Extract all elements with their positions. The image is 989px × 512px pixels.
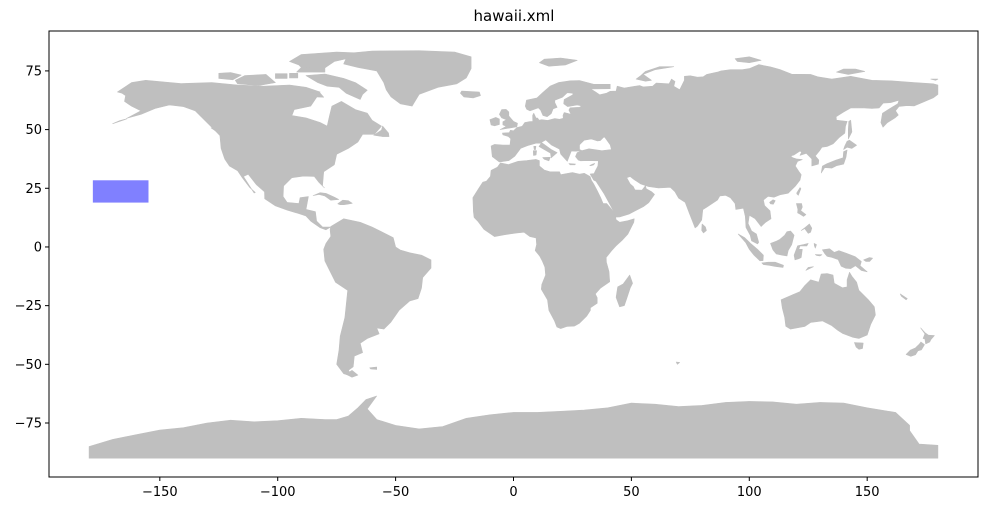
y-tick-label: 75 <box>25 64 42 79</box>
y-tick-label: 50 <box>25 123 42 138</box>
land-wrangel-island <box>930 78 939 81</box>
land-japan <box>820 149 848 174</box>
y-tick-label: −75 <box>15 417 42 432</box>
land-halmahera <box>813 243 817 249</box>
land-new-zealand-south <box>905 341 925 357</box>
land-seram <box>814 254 823 257</box>
land-somerset-island <box>289 73 299 79</box>
land-cuba <box>312 192 340 201</box>
land-southampton-island <box>310 92 325 98</box>
land-banks-island <box>218 72 242 81</box>
land-masses <box>88 50 939 459</box>
land-novaya-zemlya <box>635 66 675 82</box>
land-sumatra <box>737 233 764 262</box>
land-australia <box>780 271 876 339</box>
land-south-america <box>323 218 432 377</box>
x-tick-label: 0 <box>509 485 517 500</box>
land-eurasia <box>490 64 939 245</box>
x-tick-label: −100 <box>260 485 296 500</box>
x-tick-label: 100 <box>737 485 762 500</box>
land-great-britain <box>499 109 518 130</box>
land-ireland <box>489 117 500 127</box>
land-java <box>761 261 784 268</box>
land-devon-island <box>296 67 326 73</box>
land-timor <box>805 266 814 271</box>
land-cyprus <box>589 163 596 166</box>
land-crete <box>568 163 576 166</box>
highlight-layer <box>92 180 149 203</box>
land-newfoundland <box>373 125 390 137</box>
land-taiwan <box>796 187 802 196</box>
land-svalbard <box>539 57 578 67</box>
land-antarctica <box>88 395 939 459</box>
land-greenland <box>343 50 472 107</box>
highlight-region <box>92 180 149 203</box>
x-tick-label: 50 <box>623 485 640 500</box>
land-sicily <box>542 157 551 162</box>
map-title: hawaii.xml <box>474 7 555 25</box>
land-ellesmere-island <box>289 51 368 69</box>
land-madagascar <box>615 274 633 308</box>
land-hispaniola <box>337 199 353 205</box>
land-new-zealand-north <box>920 327 935 345</box>
land-new-siberian-islands <box>836 68 866 75</box>
x-tick-label: 150 <box>855 485 880 500</box>
x-axis: −150 −100 −50 0 50 100 150 <box>142 477 880 500</box>
land-sakhalin <box>847 119 853 140</box>
land-iceland <box>460 90 481 99</box>
land-aleutians <box>112 118 128 124</box>
x-tick-label: −50 <box>382 485 409 500</box>
y-tick-label: −50 <box>15 358 42 373</box>
land-sardinia <box>532 150 537 156</box>
land-hokkaido <box>843 139 857 150</box>
land-severnaya-zemlya <box>734 56 762 64</box>
land-corsica <box>533 146 537 151</box>
land-sri-lanka <box>701 223 707 234</box>
land-borneo <box>770 230 795 257</box>
land-prince-of-wales-isl <box>275 73 288 79</box>
land-luzon <box>796 203 807 217</box>
land-falklands <box>369 366 378 370</box>
y-tick-label: 25 <box>25 182 42 197</box>
land-north-america <box>117 80 382 231</box>
land-africa <box>472 159 635 329</box>
land-baffin-island <box>305 73 368 100</box>
y-tick-label: −25 <box>15 299 42 314</box>
land-vancouver-island <box>210 127 224 134</box>
land-mindanao <box>800 223 813 234</box>
land-new-britain <box>863 257 873 262</box>
land-hainan <box>769 199 776 205</box>
land-tierra-del-fuego <box>345 370 359 378</box>
y-tick-label: 0 <box>34 240 42 255</box>
land-new-caledonia <box>899 293 908 301</box>
land-victoria-island <box>235 74 276 86</box>
y-axis: −75 −50 −25 0 25 50 75 <box>15 64 49 432</box>
land-new-guinea <box>822 248 868 273</box>
land-sulawesi <box>793 243 809 261</box>
x-tick-label: −150 <box>142 485 178 500</box>
land-tasmania <box>854 342 864 350</box>
land-kerguelen <box>675 361 681 365</box>
